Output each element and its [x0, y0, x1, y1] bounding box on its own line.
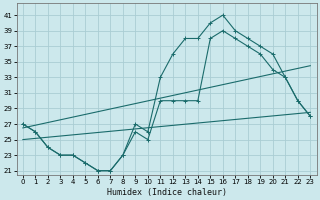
- X-axis label: Humidex (Indice chaleur): Humidex (Indice chaleur): [107, 188, 227, 197]
